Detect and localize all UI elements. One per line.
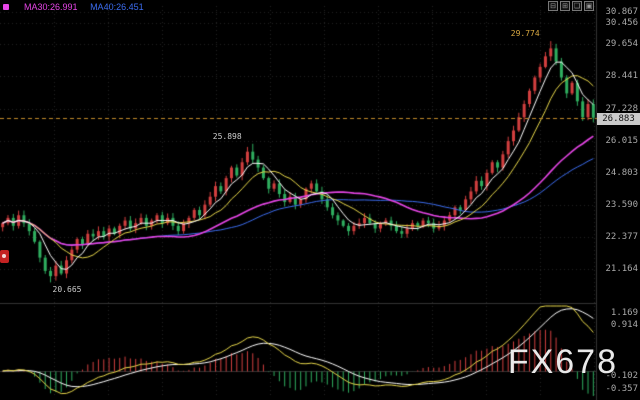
ma30-label: MA30:26.991	[24, 2, 78, 12]
chart-toolbar: ⊟ ⊞ ❏ ▣	[548, 1, 594, 11]
axis-label: 26.015	[605, 135, 638, 146]
axis-label: 29.654	[605, 39, 638, 50]
price-annotation: 29.774	[510, 29, 540, 39]
series-color-icon	[3, 4, 9, 10]
ma-indicator-labels: MA30:26.991 MA40:26.451	[24, 2, 154, 12]
axis-label: 27.228	[605, 103, 638, 114]
axis-label: 21.164	[605, 264, 638, 275]
axis-label: 24.803	[605, 167, 638, 178]
axis-label: -0.102	[605, 371, 638, 382]
axis-label: 30.456	[605, 18, 638, 29]
price-alert-badge[interactable]	[0, 250, 9, 263]
ma40-label: MA40:26.451	[90, 2, 144, 12]
price-annotation: 20.665	[52, 285, 82, 295]
axis-label: -0.357	[605, 383, 638, 394]
current-price-tag: 26.883	[597, 112, 640, 125]
axis-label: 30.867	[605, 7, 638, 18]
axis-label: 22.377	[605, 232, 638, 243]
toolbar-collapse-icon[interactable]: ⊟	[548, 1, 558, 11]
watermark-logo: FX678	[507, 343, 618, 381]
toolbar-grid-icon[interactable]: ⊞	[560, 1, 570, 11]
toolbar-window-icon[interactable]: ❏	[572, 1, 582, 11]
axis-label: 1.169	[610, 307, 638, 318]
axis-label: 28.441	[605, 71, 638, 82]
axis-label: 23.590	[605, 199, 638, 210]
axis-label: 0.914	[610, 320, 638, 331]
price-annotation: 25.898	[212, 131, 242, 141]
toolbar-maximize-icon[interactable]: ▣	[584, 1, 594, 11]
